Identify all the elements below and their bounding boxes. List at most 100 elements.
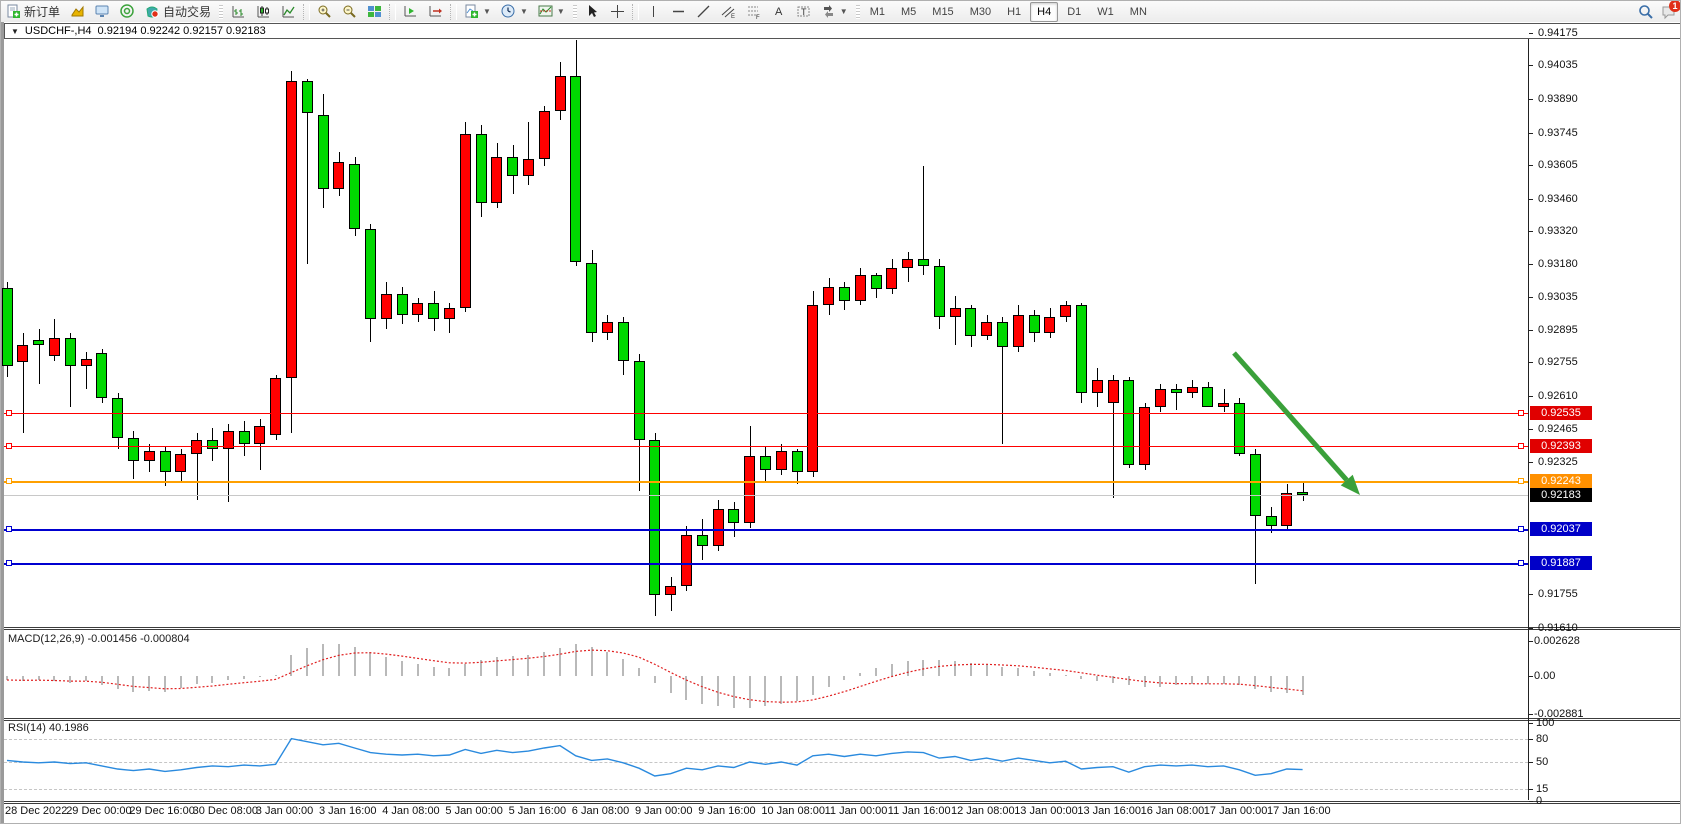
line-handle[interactable]	[1518, 560, 1524, 566]
horizontal-line-object[interactable]	[4, 481, 1528, 483]
bull-candle	[665, 585, 676, 596]
trend-arrow-object[interactable]	[4, 22, 1681, 824]
indicators-button[interactable]: ▼	[459, 1, 496, 22]
channel-icon: E	[721, 4, 736, 19]
line-handle[interactable]	[1518, 526, 1524, 532]
bull-candle	[886, 268, 897, 290]
bull-candle	[555, 75, 566, 111]
zoom-out-button[interactable]	[337, 1, 362, 22]
line-handle[interactable]	[6, 478, 12, 484]
bull-candle	[744, 456, 755, 524]
rsi-tick-label: 50	[1536, 756, 1549, 768]
signals-button[interactable]	[115, 1, 140, 22]
macd-histogram-bar	[1254, 676, 1256, 690]
new-order-label: 新订单	[24, 5, 61, 19]
macd-histogram-bar	[69, 676, 71, 683]
horizontal-line-button[interactable]	[666, 1, 691, 22]
macd-histogram-bar	[922, 660, 924, 676]
tile-windows-button[interactable]	[362, 1, 387, 22]
arrows-button[interactable]: ▼	[816, 1, 853, 22]
bull-candle	[981, 321, 992, 336]
horizontal-line-object[interactable]	[4, 529, 1528, 531]
price-tick-mark	[1529, 628, 1533, 629]
search-icon[interactable]	[1638, 4, 1653, 19]
line-handle[interactable]	[6, 560, 12, 566]
chart-shift-button[interactable]	[423, 1, 448, 22]
market-watch-button[interactable]	[65, 1, 90, 22]
text-button[interactable]: A	[766, 1, 791, 22]
periods-button[interactable]: ▼	[496, 1, 533, 22]
bull-candle	[49, 337, 60, 357]
line-handle[interactable]	[6, 526, 12, 532]
timeframe-m1[interactable]: M1	[869, 5, 885, 18]
bull-candle	[223, 430, 234, 450]
collapse-triangle-icon[interactable]: ▼	[11, 26, 19, 36]
fibonacci-button[interactable]: F	[741, 1, 766, 22]
timeframe-m30[interactable]: M30	[969, 5, 992, 18]
cursor-button[interactable]	[580, 1, 605, 22]
bear-candle	[1123, 379, 1134, 466]
line-handle[interactable]	[1518, 410, 1524, 416]
bull-candle	[1218, 402, 1229, 408]
timeframe-h1[interactable]: H1	[1007, 5, 1022, 18]
candlestick-chart-button[interactable]	[251, 1, 276, 22]
line-handle[interactable]	[6, 443, 12, 449]
toolbar-separator	[631, 3, 639, 20]
price-tick-mark	[1529, 264, 1533, 265]
line-handle[interactable]	[1518, 478, 1524, 484]
text-label-button[interactable]: T	[791, 1, 816, 22]
pane-separator[interactable]	[4, 627, 1680, 630]
vertical-line-button[interactable]	[641, 1, 666, 22]
timeframe-m5[interactable]: M5	[901, 5, 917, 18]
bar-chart-button[interactable]	[226, 1, 251, 22]
macd-histogram-bar	[559, 648, 561, 676]
macd-histogram-bar	[828, 676, 830, 687]
horizontal-line-object[interactable]	[4, 563, 1528, 565]
horizontal-line-object[interactable]	[4, 446, 1528, 447]
line-chart-button[interactable]	[276, 1, 301, 22]
templates-button[interactable]: ▼	[533, 1, 570, 22]
price-tick-label: 0.92465	[1538, 423, 1578, 435]
zoom-in-button[interactable]	[312, 1, 337, 22]
macd-histogram-bar	[433, 666, 435, 676]
equidistant-channel-button[interactable]: E	[716, 1, 741, 22]
price-tick-label: 0.91610	[1538, 622, 1578, 634]
timeframe-m15[interactable]: M15	[932, 5, 954, 18]
autotrading-button[interactable]: 自动交易	[140, 1, 216, 22]
candle-wick	[1176, 384, 1177, 410]
timeframe-h4[interactable]: H4	[1030, 1, 1059, 22]
svg-text:E: E	[731, 14, 735, 19]
macd-histogram-bar	[448, 668, 450, 676]
timeframe-w1[interactable]: W1	[1097, 5, 1114, 18]
time-axis-label: 10 Jan 08:00	[761, 805, 826, 817]
rsi-level-line	[4, 738, 1528, 740]
rsi-tick-label: 15	[1536, 783, 1549, 795]
price-tick-mark	[1529, 99, 1533, 100]
bull-candle	[823, 286, 834, 306]
pane-separator[interactable]	[4, 801, 1680, 804]
bear-candle	[871, 275, 882, 290]
macd-histogram-bar	[859, 673, 861, 676]
line-handle[interactable]	[6, 410, 12, 416]
candle-wick	[86, 351, 87, 389]
bear-candle	[160, 451, 171, 473]
macd-tick-mark	[1529, 714, 1533, 715]
bull-candle	[1281, 493, 1292, 526]
trendline-button[interactable]	[691, 1, 716, 22]
notifications-icon[interactable]: 1	[1661, 1, 1680, 20]
chart-window[interactable]: ▼ USDCHF-,H4 0.92194 0.92242 0.92157 0.9…	[1, 22, 1681, 824]
data-window-button[interactable]	[90, 1, 115, 22]
new-order-button[interactable]: 新订单	[1, 1, 65, 22]
bear-candle	[1202, 386, 1213, 408]
price-tick-mark	[1529, 231, 1533, 232]
horizontal-line-object[interactable]	[4, 413, 1528, 414]
pane-separator[interactable]	[4, 718, 1680, 721]
timeframe-mn[interactable]: MN	[1129, 5, 1147, 18]
line-handle[interactable]	[1518, 443, 1524, 449]
rsi-line	[6, 737, 1303, 777]
bear-candle	[1266, 516, 1277, 526]
crosshair-button[interactable]	[605, 1, 630, 22]
timeframe-d1[interactable]: D1	[1067, 5, 1082, 18]
price-tick-mark	[1529, 462, 1533, 463]
auto-scroll-button[interactable]	[398, 1, 423, 22]
